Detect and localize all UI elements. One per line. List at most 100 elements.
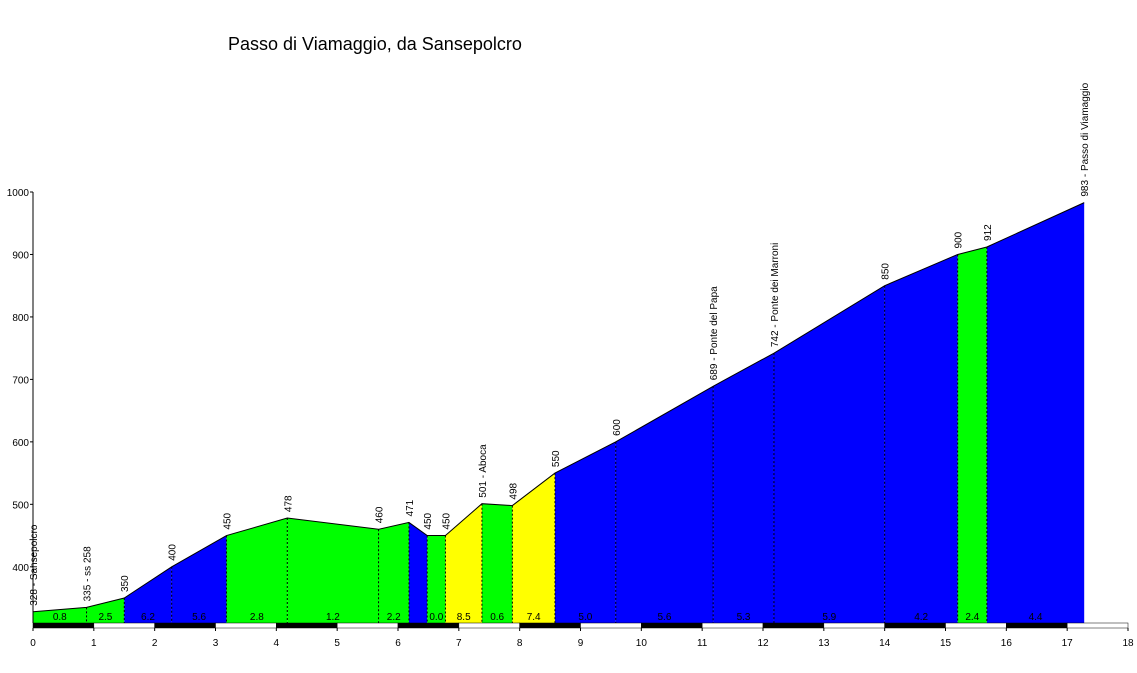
km-scale-block-10	[641, 622, 703, 629]
gradient-label-15: 5.9	[822, 612, 836, 623]
km-scale-block-12	[762, 622, 825, 629]
x-tick-label-12: 12	[757, 638, 769, 649]
point-label-8: 450	[423, 512, 434, 529]
km-scale-block-9	[580, 622, 642, 629]
profile-segment-17	[957, 246, 987, 623]
km-scale-block-15	[945, 622, 1007, 629]
point-label-2: 350	[120, 575, 131, 592]
gradient-label-17: 2.4	[965, 612, 979, 623]
profile-segment-15	[773, 285, 885, 623]
km-scale-block-2	[154, 622, 216, 629]
point-label-12: 550	[551, 450, 562, 467]
profile-segment-5	[287, 518, 379, 623]
y-tick-label-4: 800	[12, 313, 29, 324]
gradient-label-4: 2.8	[250, 612, 264, 623]
point-label-16: 850	[881, 263, 892, 280]
gradient-label-12: 5.0	[578, 612, 592, 623]
x-tick-label-6: 6	[395, 638, 401, 649]
x-tick-label-13: 13	[818, 638, 830, 649]
point-label-15: 742 - Ponte dei Marroni	[770, 243, 781, 348]
point-label-9: 450	[441, 512, 452, 529]
gradient-label-0: 0.8	[53, 612, 67, 623]
x-tick-label-8: 8	[517, 638, 523, 649]
x-tick-label-11: 11	[697, 638, 708, 649]
km-scale-block-13	[823, 622, 885, 629]
profile-segment-1	[86, 598, 125, 623]
point-label-10: 501 - Aboca	[478, 444, 489, 498]
x-tick-label-0: 0	[30, 638, 36, 649]
x-tick-label-5: 5	[334, 638, 340, 649]
y-tick-label-2: 600	[12, 438, 29, 449]
km-scale-block-11	[701, 622, 764, 629]
x-tick-label-14: 14	[879, 638, 891, 649]
gradient-label-2: 6.2	[141, 612, 155, 623]
gradient-label-10: 0.6	[490, 612, 504, 623]
x-tick-label-2: 2	[152, 638, 158, 649]
km-scale-block-14	[884, 622, 946, 629]
point-label-6: 460	[375, 506, 386, 523]
gradient-label-1: 2.5	[98, 612, 112, 623]
gradient-label-18: 4.4	[1029, 612, 1043, 623]
point-label-0: 328 - Sansepolcro	[29, 524, 40, 606]
point-label-14: 689 - Ponte del Papa	[709, 286, 720, 380]
x-tick-label-9: 9	[578, 638, 584, 649]
profile-segment-18	[986, 202, 1085, 623]
profile-segment-9	[445, 503, 482, 623]
gradient-label-16: 4.2	[914, 612, 928, 623]
x-tick-label-1: 1	[91, 638, 97, 649]
point-label-18: 912	[983, 224, 994, 241]
km-scale-block-5	[336, 622, 399, 629]
point-label-17: 900	[954, 231, 965, 248]
km-scale-block-16	[1006, 622, 1068, 629]
km-scale-block-7	[458, 622, 520, 629]
x-tick-label-16: 16	[1001, 638, 1013, 649]
profile-outline	[32, 202, 1085, 613]
gradient-label-14: 5.3	[737, 612, 751, 623]
km-scale-block-0	[32, 622, 95, 629]
x-tick-label-3: 3	[213, 638, 219, 649]
profile-segment-4	[226, 518, 288, 623]
profile-segment-11	[512, 473, 555, 623]
km-scale-block-3	[215, 622, 277, 629]
gradient-label-9: 8.5	[457, 612, 471, 623]
gradient-label-3: 5.6	[192, 612, 206, 623]
gradient-label-6: 2.2	[387, 612, 401, 623]
gradient-label-8: 0.0	[429, 612, 443, 623]
gradient-label-13: 5.6	[657, 612, 671, 623]
point-label-19: 983 - Passo di Viamaggio	[1080, 82, 1091, 196]
point-label-4: 450	[222, 512, 233, 529]
profile-segment-2	[124, 566, 172, 623]
km-scale-block-8	[519, 622, 581, 629]
x-tick-label-7: 7	[456, 638, 462, 649]
gradient-label-5: 1.2	[326, 612, 340, 623]
profile-segment-10	[481, 503, 513, 623]
profile-segment-3	[171, 535, 227, 623]
profile-segment-12	[554, 441, 616, 623]
point-label-13: 600	[612, 419, 623, 436]
y-tick-label-0: 400	[12, 563, 29, 574]
y-tick-label-5: 900	[12, 250, 29, 261]
chart-title: Passo di Viamaggio, da Sansepolcro	[228, 34, 522, 54]
y-tick-label-3: 700	[12, 375, 29, 386]
profile-segment-0	[33, 607, 87, 623]
x-tick-label-4: 4	[274, 638, 280, 649]
x-tick-label-17: 17	[1062, 638, 1074, 649]
profile-segment-13	[615, 386, 714, 623]
point-label-3: 400	[168, 544, 179, 561]
x-tick-label-10: 10	[636, 638, 648, 649]
profile-segment-14	[713, 353, 774, 623]
x-tick-label-18: 18	[1122, 638, 1134, 649]
point-label-7: 471	[405, 499, 416, 516]
profile-segment-16	[884, 254, 958, 623]
profile-segment-8	[427, 535, 446, 623]
x-tick-label-15: 15	[940, 638, 952, 649]
km-scale-block-4	[276, 622, 338, 629]
km-scale-block-6	[397, 622, 460, 629]
y-tick-label-6: 1000	[7, 188, 30, 199]
profile-segment-7	[408, 522, 428, 623]
km-scale-block-17	[1066, 622, 1129, 629]
gradient-label-11: 7.4	[527, 612, 541, 623]
point-label-1: 335 - ss 258	[83, 546, 94, 601]
